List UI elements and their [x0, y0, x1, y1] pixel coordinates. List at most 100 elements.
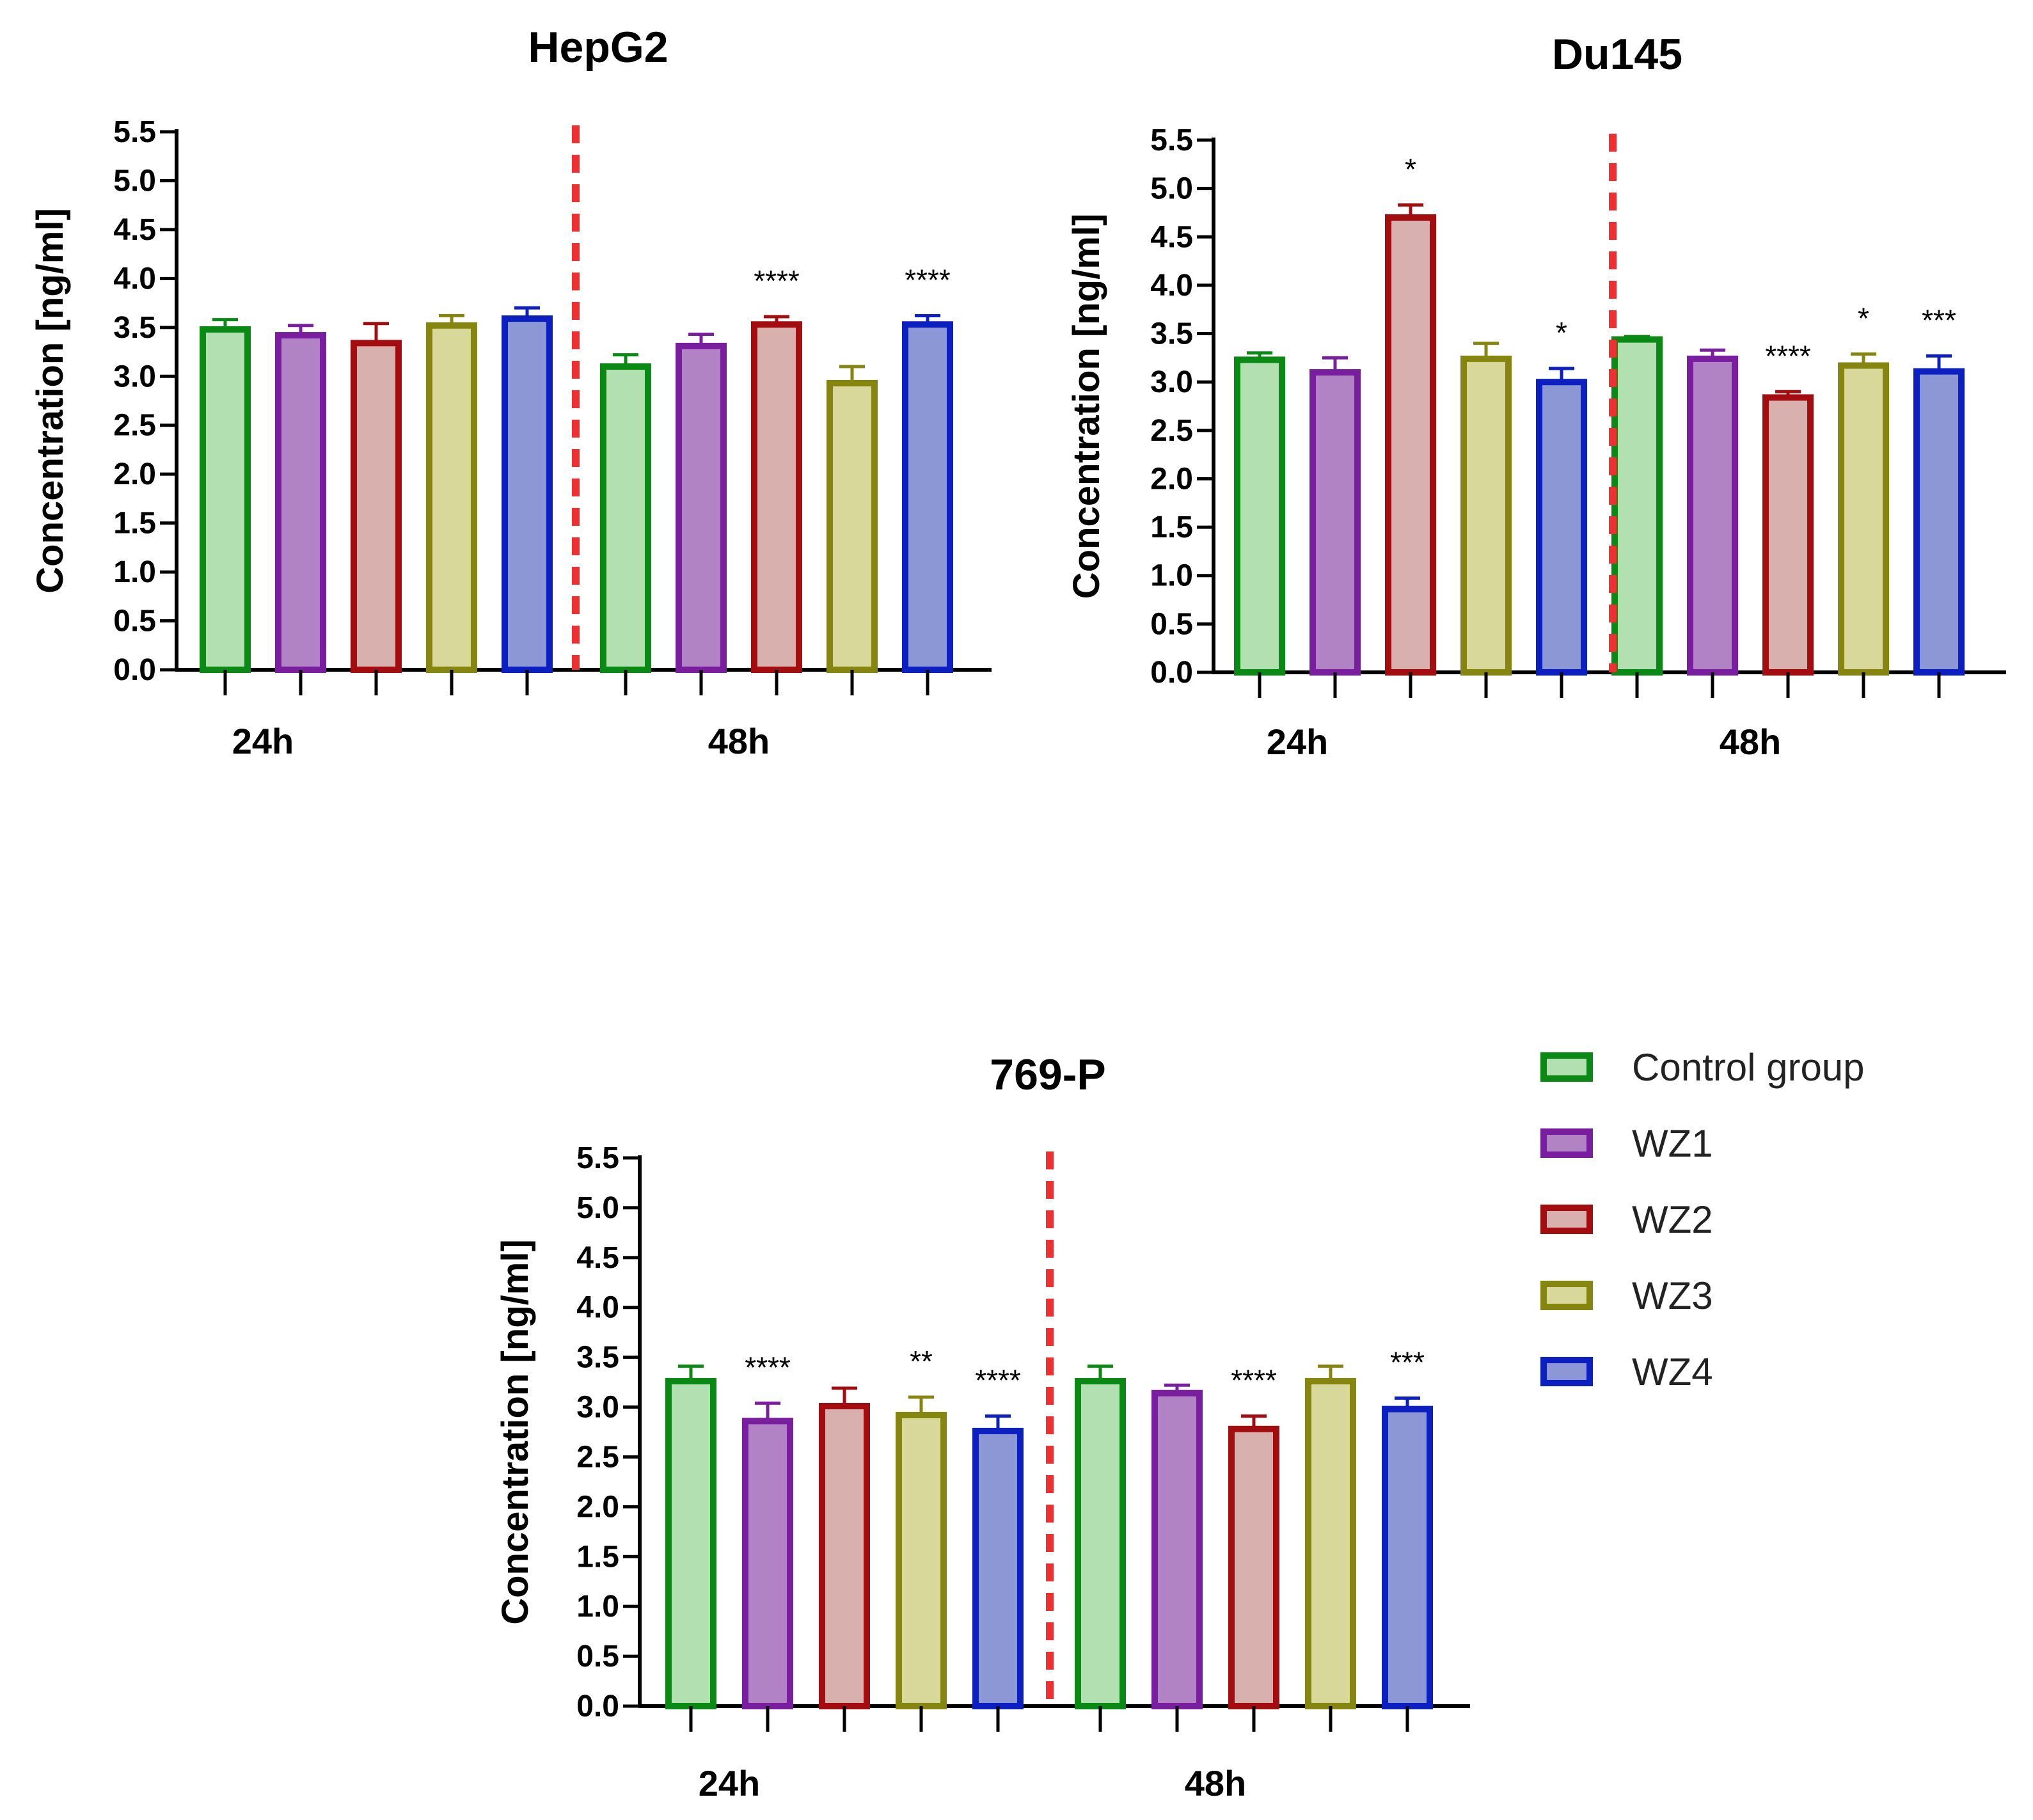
y-tick-label: 5.0	[1150, 172, 1193, 206]
x-group-label: 48h	[708, 721, 770, 761]
legend-label: WZ1	[1632, 1122, 1713, 1165]
y-tick-label: 4.0	[1150, 269, 1193, 303]
bar-wz3-24h	[896, 1412, 947, 1710]
legend-label: Control group	[1632, 1046, 1865, 1089]
bar-wz1-24h	[275, 332, 326, 673]
legend-swatch-wz2	[1540, 1205, 1593, 1234]
y-tick-label: 4.0	[113, 262, 156, 296]
bar-wz4-48h	[1382, 1405, 1433, 1710]
significance-label: *	[1556, 316, 1567, 349]
y-tick-label: 3.5	[1150, 317, 1193, 351]
significance-label: ***	[1922, 303, 1956, 336]
x-group-label: 48h	[1720, 722, 1782, 762]
y-tick-label: 2.5	[1150, 414, 1193, 448]
y-tick-label: 2.5	[576, 1440, 619, 1474]
significance-label: ****	[905, 263, 951, 296]
y-tick-label: 1.5	[576, 1540, 619, 1574]
significance-label: ***	[1390, 1346, 1425, 1379]
y-tick-label: 0.5	[576, 1640, 619, 1674]
y-tick-label: 2.5	[113, 409, 156, 443]
chart-title: HepG2	[528, 23, 668, 72]
bar-wz1-48h	[1687, 355, 1738, 676]
legend-swatch-control-group	[1540, 1052, 1593, 1082]
bar-control-group-48h	[600, 363, 651, 673]
bar-wz2-24h	[819, 1402, 870, 1710]
legend: Control group WZ1 WZ2 WZ3 WZ4	[1540, 1046, 1865, 1393]
bar-control-group-24h	[665, 1378, 716, 1709]
legend-swatch-wz3	[1540, 1281, 1593, 1310]
chart-panel-2: Du145 Concentration [ng/ml] 0.0 0.5 1.0 1.5 2.…	[1066, 30, 2006, 762]
x-group-label: 24h	[232, 721, 294, 761]
y-tick-label: 5.5	[113, 115, 156, 149]
y-tick-label: 1.0	[113, 555, 156, 589]
y-tick-label: 5.0	[576, 1191, 619, 1225]
y-tick-label: 0.0	[576, 1689, 619, 1723]
chart-title: Du145	[1552, 30, 1682, 79]
y-tick-label: 3.5	[113, 311, 156, 345]
y-tick-label: 1.0	[1150, 559, 1193, 593]
x-group-label: 24h	[699, 1763, 761, 1803]
bar-wz4-24h	[972, 1427, 1024, 1710]
y-tick-label: 4.0	[576, 1291, 619, 1325]
y-tick-label: 0.5	[113, 605, 156, 638]
bar-wz3-48h	[1838, 362, 1889, 676]
y-tick-label: 3.0	[1150, 365, 1193, 399]
bar-wz1-48h	[676, 342, 727, 673]
significance-label: ****	[1231, 1364, 1277, 1397]
bar-wz1-24h	[742, 1418, 793, 1710]
y-tick-label: 3.0	[576, 1391, 619, 1425]
y-tick-label: 1.0	[576, 1590, 619, 1624]
bar-wz3-24h	[1460, 355, 1512, 676]
bar-wz2-48h	[1228, 1425, 1279, 1709]
bar-wz3-48h	[827, 379, 878, 674]
bar-control-group-48h	[1075, 1378, 1126, 1709]
chart-panel-3: 769-P Concentration [ng/ml] 0.0 0.5 1.0 1.5 2.…	[494, 1050, 1470, 1803]
y-tick-label: 0.0	[1150, 656, 1193, 690]
y-tick-label: 5.5	[1150, 123, 1193, 157]
bar-control-group-24h	[1234, 356, 1285, 676]
bar-wz1-24h	[1309, 369, 1361, 676]
y-tick-label: 3.5	[576, 1341, 619, 1375]
bar-wz2-24h	[351, 340, 402, 673]
y-tick-label: 5.0	[113, 164, 156, 198]
y-tick-label: 2.0	[576, 1490, 619, 1524]
y-tick-label: 4.5	[1150, 220, 1193, 254]
bar-wz2-48h	[1762, 394, 1814, 676]
y-tick-label: 0.0	[113, 653, 156, 687]
y-tick-label: 4.5	[113, 213, 156, 247]
y-tick-label: 4.5	[576, 1241, 619, 1275]
chart-title: 769-P	[990, 1050, 1105, 1099]
bar-wz4-24h	[502, 315, 553, 674]
y-axis-title: Concentration [ng/ml]	[494, 1239, 536, 1625]
y-axis-title: Concentration [ng/ml]	[1066, 214, 1107, 599]
bar-wz2-48h	[751, 321, 802, 673]
bar-wz3-48h	[1305, 1378, 1356, 1709]
bar-wz4-24h	[1536, 379, 1587, 676]
legend-swatch-wz4	[1540, 1357, 1593, 1386]
bar-wz3-24h	[426, 322, 477, 673]
bar-wz1-48h	[1151, 1389, 1203, 1710]
significance-label: **	[910, 1345, 933, 1378]
y-tick-label: 1.5	[1150, 510, 1193, 544]
significance-label: ****	[1765, 339, 1811, 372]
legend-label: WZ2	[1632, 1198, 1713, 1241]
x-group-label: 24h	[1267, 722, 1329, 762]
significance-label: *	[1858, 301, 1869, 335]
bar-wz4-48h	[1913, 368, 1965, 676]
y-tick-label: 1.5	[113, 507, 156, 541]
significance-label: ****	[745, 1350, 791, 1384]
bar-wz2-24h	[1385, 214, 1436, 676]
chart-panel-1: HepG2 Concentration [ng/ml] 0.0 0.5 1.0 1.5 2.…	[29, 23, 992, 761]
y-tick-label: 0.5	[1150, 607, 1193, 641]
bar-control-group-24h	[200, 326, 251, 673]
y-axis-title: Concentration [ng/ml]	[29, 208, 71, 594]
bar-control-group-48h	[1611, 336, 1663, 676]
x-group-label: 48h	[1185, 1763, 1247, 1803]
y-tick-label: 5.5	[576, 1141, 619, 1175]
significance-label: ****	[754, 264, 800, 297]
legend-label: WZ4	[1632, 1350, 1713, 1393]
y-tick-label: 2.0	[1150, 462, 1193, 496]
significance-label: *	[1405, 152, 1416, 186]
bar-wz4-48h	[902, 321, 953, 673]
